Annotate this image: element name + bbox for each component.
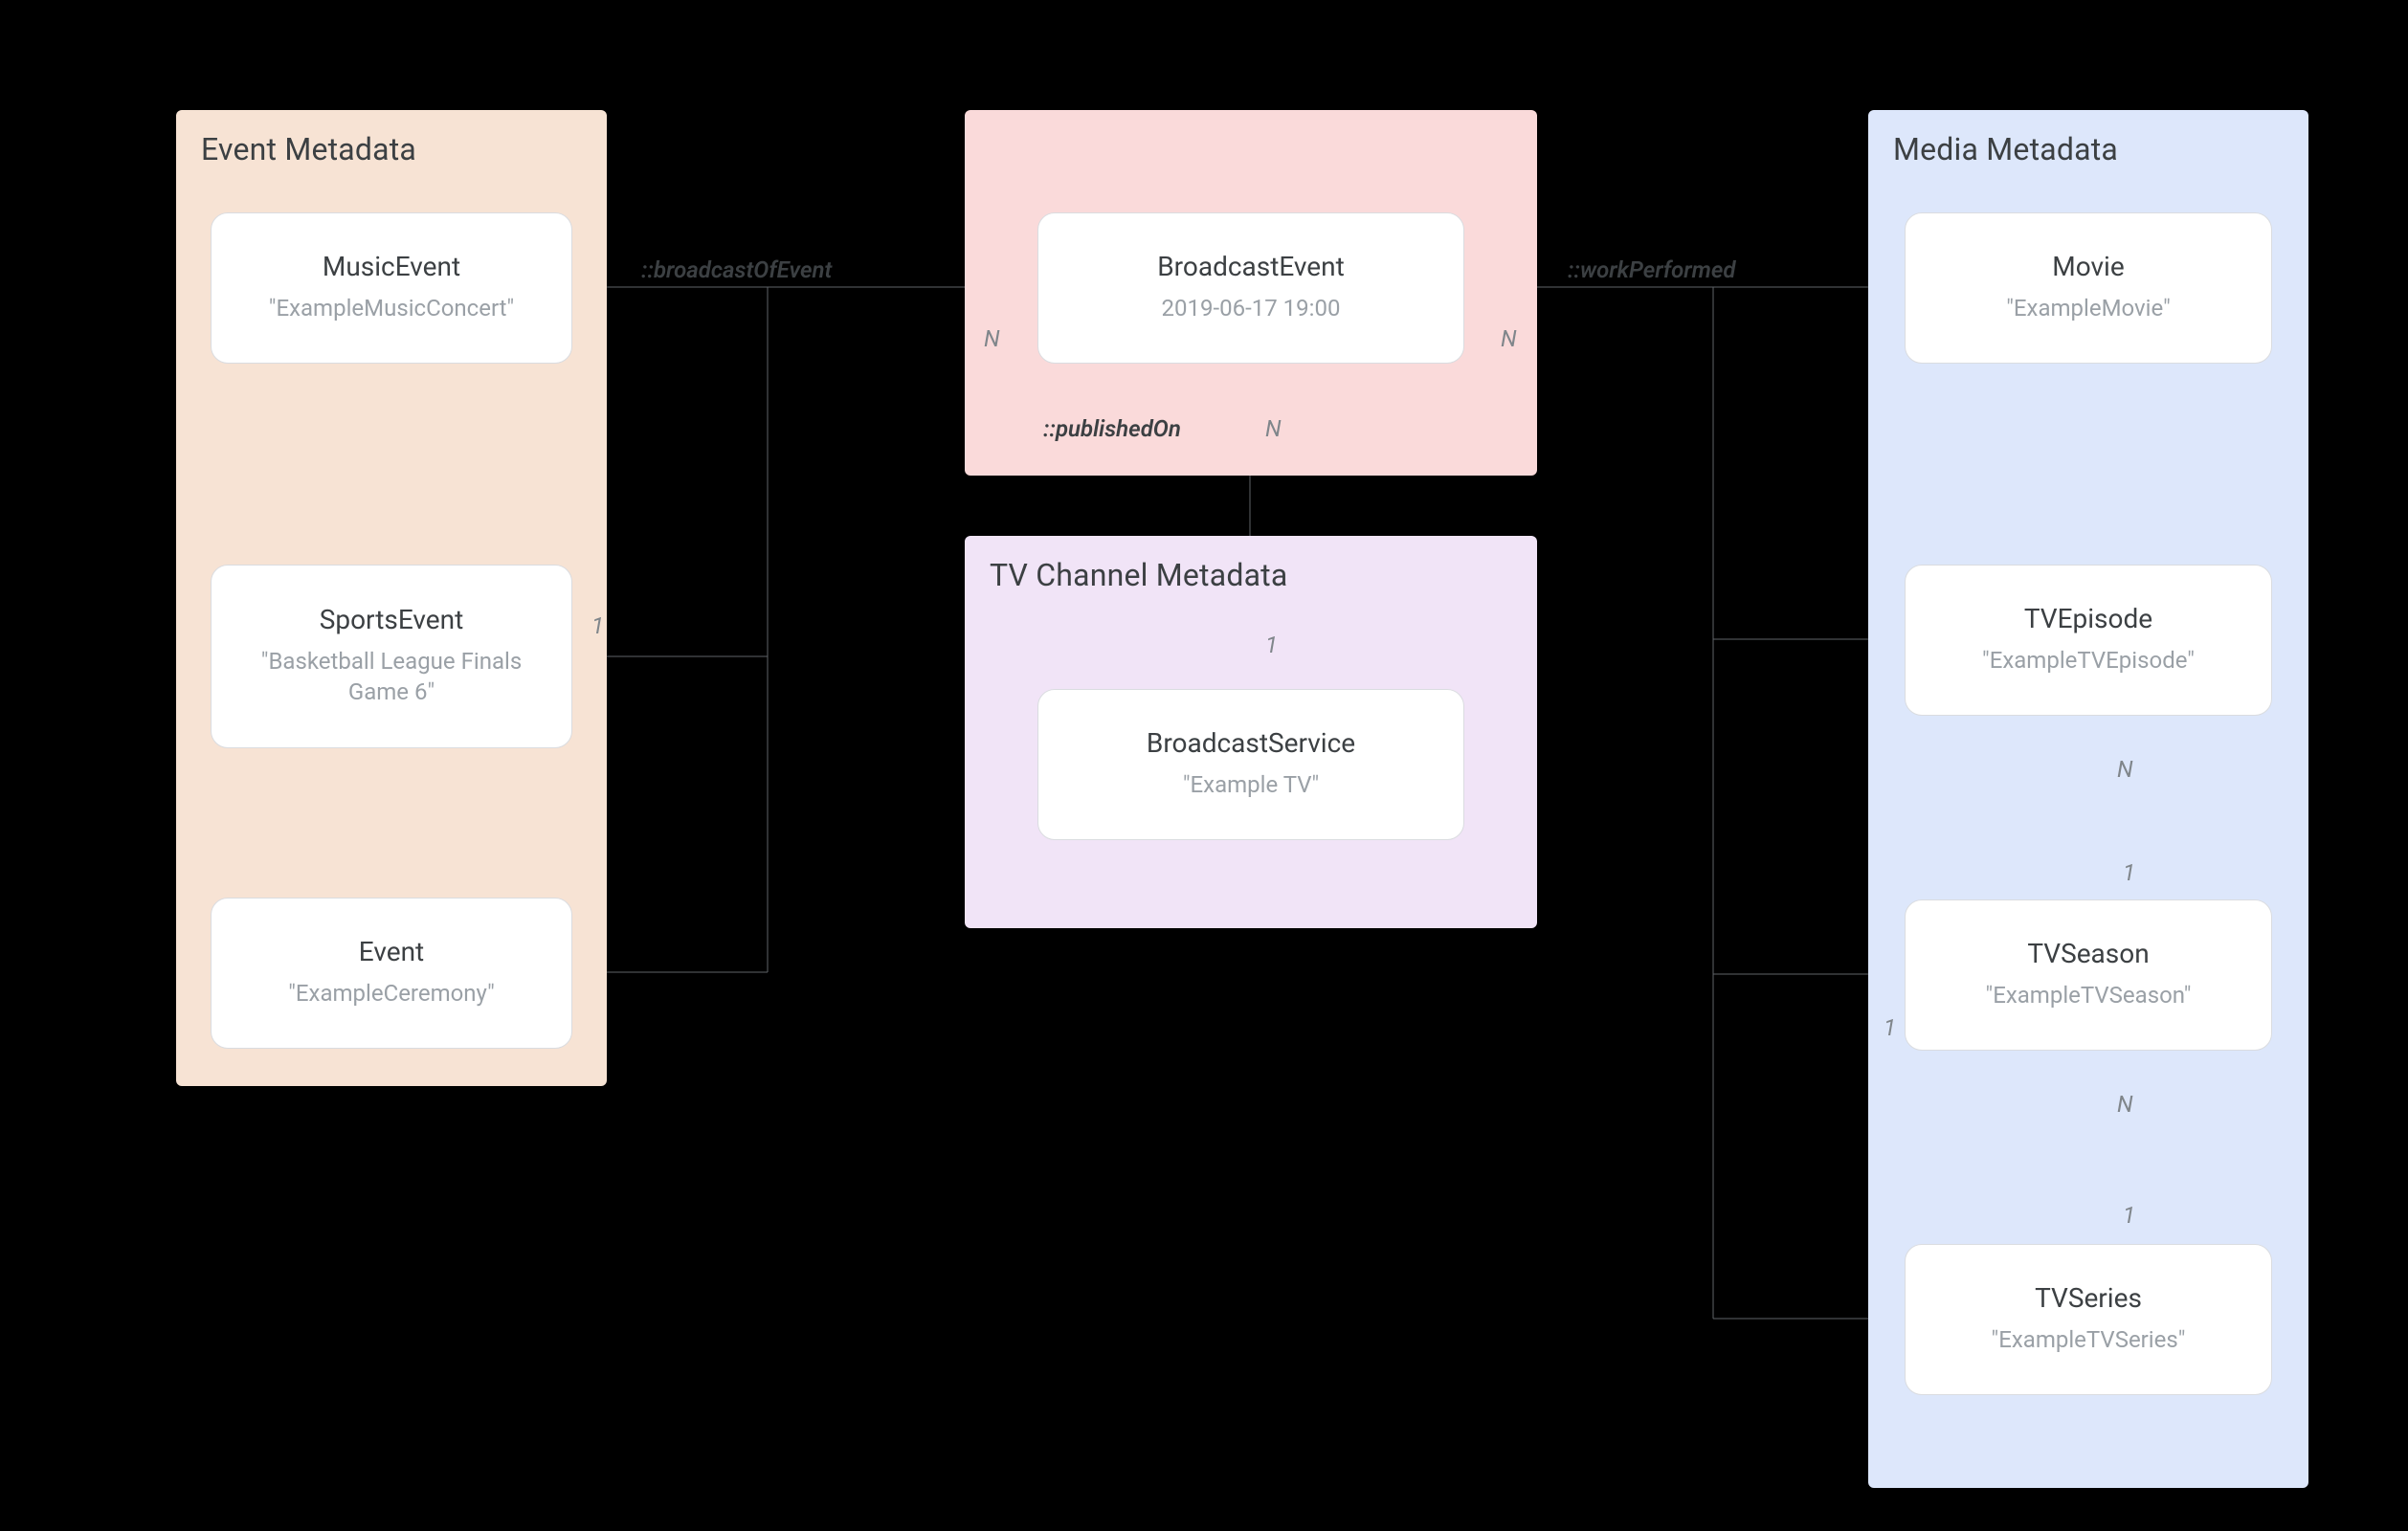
node-title: TVEpisode [2024,601,2152,637]
node-sub: "ExampleMovie" [2006,293,2171,323]
cardinality-label: N [2117,1091,2133,1118]
group-title: Event Metadata [201,131,582,167]
cardinality-label: 1 [2123,859,2135,886]
node-movie: Movie "ExampleMovie" [1905,212,2272,364]
node-sub: "ExampleTVSeason" [1986,980,2192,1010]
node-sub: "ExampleTVSeries" [1992,1324,2186,1355]
cardinality-label: N [1265,415,1282,442]
cardinality-label: 1 [591,612,604,639]
node-title: Movie [2052,249,2124,285]
node-title: MusicEvent [323,249,460,285]
node-sub: "Basketball League Finals Game 6" [234,646,548,708]
node-tv-season: TVSeason "ExampleTVSeason" [1905,899,2272,1051]
cardinality-label: N [984,325,1000,352]
node-broadcast-service: BroadcastService "Example TV" [1037,689,1464,840]
group-title: Media Metadata [1893,131,2284,167]
cardinality-label: 1 [2123,1202,2135,1229]
edge-label-broadcast-of-event: ::broadcastOfEvent [641,256,832,283]
node-title: SportsEvent [320,602,464,638]
node-tv-series: TVSeries "ExampleTVSeries" [1905,1244,2272,1395]
node-title: TVSeason [2027,936,2149,972]
node-sub: "Example TV" [1183,769,1319,800]
node-title: BroadcastService [1147,725,1355,762]
cardinality-label: 1 [1884,1014,1896,1041]
node-title: BroadcastEvent [1157,249,1345,285]
node-sub: "ExampleCeremony" [288,978,495,1009]
node-event: Event "ExampleCeremony" [211,898,572,1049]
node-tv-episode: TVEpisode "ExampleTVEpisode" [1905,565,2272,716]
node-title: Event [359,934,424,970]
node-title: TVSeries [2035,1280,2142,1317]
group-title: TV Channel Metadata [990,557,1512,593]
cardinality-label: 1 [1265,632,1278,658]
edge-label-published-on: ::publishedOn [1043,415,1181,442]
node-sub: 2019-06-17 19:00 [1162,293,1341,323]
node-broadcast-event: BroadcastEvent 2019-06-17 19:00 [1037,212,1464,364]
node-sports-event: SportsEvent "Basketball League Finals Ga… [211,565,572,748]
node-sub: "ExampleTVEpisode" [1982,645,2195,676]
node-music-event: MusicEvent "ExampleMusicConcert" [211,212,572,364]
edge-label-work-performed: ::workPerformed [1568,256,1736,283]
diagram-canvas: Event Metadata TV Channel Metadata Media… [0,0,2408,1531]
cardinality-label: N [1501,325,1517,352]
cardinality-label: N [2117,756,2133,783]
node-sub: "ExampleMusicConcert" [269,293,514,323]
